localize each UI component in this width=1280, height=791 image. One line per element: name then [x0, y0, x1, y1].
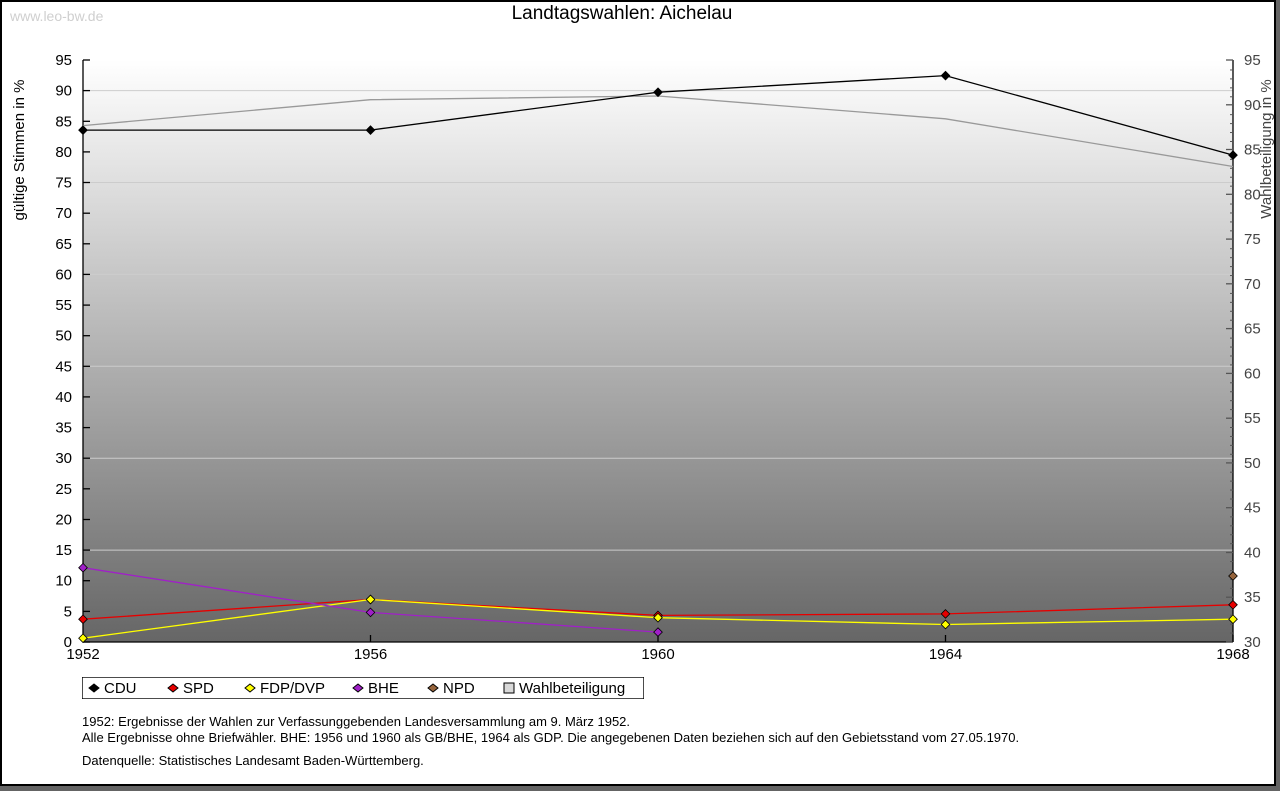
- svg-text:40: 40: [1244, 545, 1261, 562]
- svg-text:BHE: BHE: [368, 680, 399, 697]
- svg-text:75: 75: [1244, 231, 1261, 248]
- svg-text:60: 60: [55, 266, 72, 283]
- svg-text:45: 45: [1244, 500, 1261, 517]
- svg-text:NPD: NPD: [443, 680, 475, 697]
- svg-text:FDP/DVP: FDP/DVP: [260, 680, 325, 697]
- svg-text:1968: 1968: [1216, 646, 1249, 663]
- svg-text:75: 75: [55, 175, 72, 192]
- svg-text:85: 85: [55, 113, 72, 130]
- svg-text:1964: 1964: [929, 646, 962, 663]
- svg-text:70: 70: [1244, 276, 1261, 293]
- svg-text:70: 70: [55, 205, 72, 222]
- svg-text:30: 30: [55, 450, 72, 467]
- svg-text:gültige Stimmen in %: gültige Stimmen in %: [11, 80, 28, 221]
- svg-text:10: 10: [55, 573, 72, 590]
- svg-text:Wahlbeteiligung in %: Wahlbeteiligung in %: [1258, 79, 1275, 219]
- svg-text:20: 20: [55, 512, 72, 529]
- svg-text:1960: 1960: [641, 646, 674, 663]
- svg-text:65: 65: [55, 236, 72, 253]
- svg-text:5: 5: [64, 603, 72, 620]
- svg-text:25: 25: [55, 481, 72, 498]
- svg-text:1956: 1956: [354, 646, 387, 663]
- svg-text:1952: 1952: [66, 646, 99, 663]
- svg-text:15: 15: [55, 542, 72, 559]
- svg-text:50: 50: [55, 328, 72, 345]
- svg-text:50: 50: [1244, 455, 1261, 472]
- svg-text:45: 45: [55, 358, 72, 375]
- svg-text:90: 90: [55, 83, 72, 100]
- svg-text:35: 35: [55, 420, 72, 437]
- svg-text:95: 95: [55, 52, 72, 69]
- svg-text:SPD: SPD: [183, 680, 214, 697]
- svg-text:35: 35: [1244, 589, 1261, 606]
- svg-text:Wahlbeteiligung: Wahlbeteiligung: [519, 680, 625, 697]
- svg-text:95: 95: [1244, 52, 1261, 69]
- svg-text:65: 65: [1244, 321, 1261, 338]
- svg-text:55: 55: [1244, 410, 1261, 427]
- svg-text:40: 40: [55, 389, 72, 406]
- svg-text:60: 60: [1244, 365, 1261, 382]
- svg-text:55: 55: [55, 297, 72, 314]
- svg-text:80: 80: [55, 144, 72, 161]
- svg-text:CDU: CDU: [104, 680, 137, 697]
